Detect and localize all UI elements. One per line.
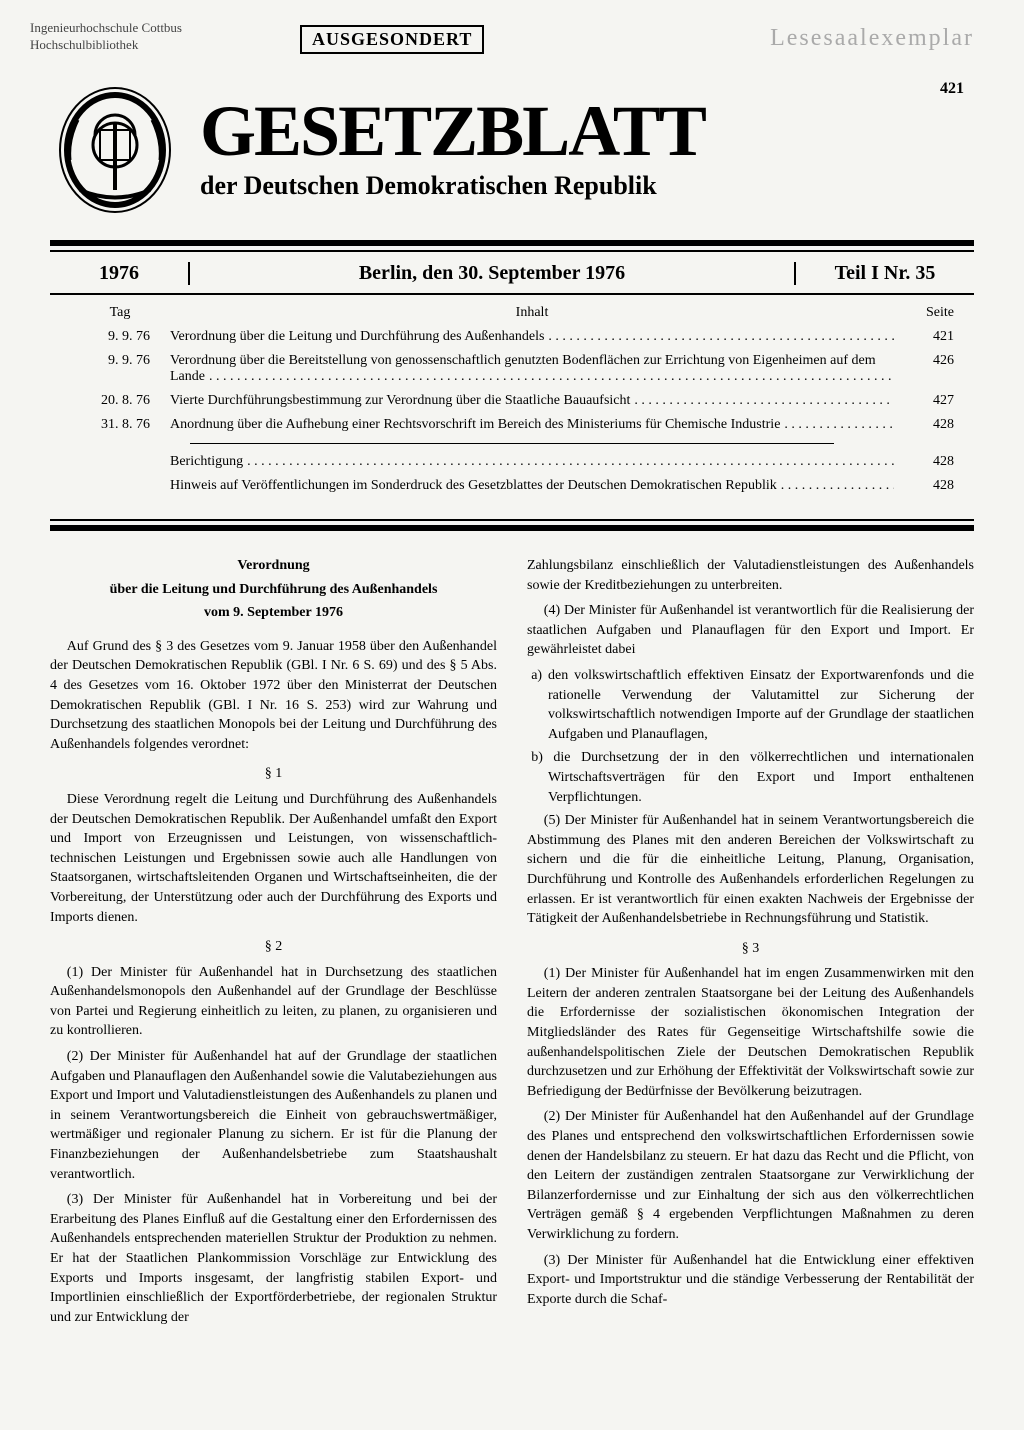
- page-number: 421: [940, 80, 964, 98]
- masthead: GESETZBLATT der Deutschen Demokratischen…: [50, 80, 974, 220]
- toc-row: Berichtigung 428: [70, 454, 954, 470]
- lesesaal-stamp: Lesesaalexemplar: [770, 25, 974, 52]
- header-stamps: Ingenieurhochschule Cottbus Hochschulbib…: [50, 30, 974, 70]
- issue-date: Berlin, den 30. September 1976: [190, 262, 794, 285]
- toc-row: 31. 8. 76 Anordnung über die Aufhebung e…: [70, 417, 954, 433]
- title-block: GESETZBLATT der Deutschen Demokratischen…: [200, 99, 974, 202]
- library-stamp-line1: Ingenieurhochschule Cottbus: [30, 20, 182, 37]
- section-2-p1: (1) Der Minister für Außenhandel hat in …: [50, 963, 497, 1041]
- ddr-emblem-icon: [50, 80, 180, 220]
- section-3-p1: (1) Der Minister für Außenhandel hat im …: [527, 964, 974, 1101]
- toc-header-seite: Seite: [894, 305, 954, 321]
- article-title-line2: über die Leitung und Durchführung des Au…: [50, 580, 497, 600]
- toc-separator: [190, 443, 834, 444]
- section-2-p4-b: b) die Durchsetzung der in den völkerrec…: [548, 748, 974, 807]
- toc-row: 20. 8. 76 Vierte Durchführungsbestimmung…: [70, 393, 954, 409]
- table-of-contents: Tag Inhalt Seite 9. 9. 76 Verordnung übe…: [50, 295, 974, 517]
- toc-page: 421: [894, 329, 954, 345]
- toc-title: Anordnung über die Aufhebung einer Recht…: [170, 417, 894, 433]
- toc-page: 428: [894, 478, 954, 494]
- column-right: Zahlungsbilanz einschließlich der Valuta…: [527, 556, 974, 1333]
- issue-year: 1976: [50, 262, 190, 285]
- article-title-line1: Verordnung: [50, 556, 497, 576]
- toc-date: 20. 8. 76: [70, 393, 170, 409]
- toc-row: 9. 9. 76 Verordnung über die Leitung und…: [70, 329, 954, 345]
- issue-number: Teil I Nr. 35: [794, 262, 974, 285]
- toc-title: Verordnung über die Leitung und Durchfüh…: [170, 329, 894, 345]
- toc-page: 426: [894, 353, 954, 369]
- body-columns: Verordnung über die Leitung und Durchfüh…: [50, 556, 974, 1333]
- subtitle: der Deutschen Demokratischen Republik: [200, 171, 974, 201]
- section-number: § 2: [50, 937, 497, 957]
- toc-page: 428: [894, 417, 954, 433]
- toc-header-row: Tag Inhalt Seite: [70, 305, 954, 321]
- section-2-p2: (2) Der Minister für Außenhandel hat auf…: [50, 1047, 497, 1184]
- rule-top: [50, 240, 974, 252]
- section-3-p3: (3) Der Minister für Außenhandel hat die…: [527, 1251, 974, 1310]
- toc-title: Vierte Durchführungsbestimmung zur Veror…: [170, 393, 894, 409]
- main-title: GESETZBLATT: [200, 99, 974, 164]
- toc-header-inhalt: Inhalt: [170, 305, 894, 321]
- toc-page: 428: [894, 454, 954, 470]
- section-2-p3-cont: Zahlungsbilanz einschließlich der Valuta…: [527, 556, 974, 595]
- ausgesondert-stamp: AUSGESONDERT: [300, 25, 484, 54]
- column-left: Verordnung über die Leitung und Durchfüh…: [50, 556, 497, 1333]
- toc-date: 31. 8. 76: [70, 417, 170, 433]
- section-2-p5: (5) Der Minister für Außenhandel hat in …: [527, 811, 974, 929]
- toc-date: 9. 9. 76: [70, 353, 170, 369]
- section-3-p2: (2) Der Minister für Außenhandel hat den…: [527, 1107, 974, 1244]
- library-stamp: Ingenieurhochschule Cottbus Hochschulbib…: [30, 20, 182, 54]
- section-number: § 1: [50, 764, 497, 784]
- section-number: § 3: [527, 939, 974, 959]
- section-2-p4: (4) Der Minister für Außenhandel ist ver…: [527, 601, 974, 660]
- toc-row: Hinweis auf Veröffentlichungen im Sonder…: [70, 478, 954, 494]
- toc-title: Verordnung über die Bereitstellung von g…: [170, 353, 894, 385]
- toc-date: 9. 9. 76: [70, 329, 170, 345]
- section-2-p4-a: a) den volkswirtschaftlich effektiven Ei…: [548, 666, 974, 744]
- toc-title: Hinweis auf Veröffentlichungen im Sonder…: [170, 478, 894, 494]
- library-stamp-line2: Hochschulbibliothek: [30, 37, 182, 54]
- section-1-text: Diese Verordnung regelt die Leitung und …: [50, 790, 497, 927]
- preamble: Auf Grund des § 3 des Gesetzes vom 9. Ja…: [50, 637, 497, 755]
- toc-row: 9. 9. 76 Verordnung über die Bereitstell…: [70, 353, 954, 385]
- rule-bottom: [50, 519, 974, 531]
- toc-page: 427: [894, 393, 954, 409]
- toc-header-tag: Tag: [70, 305, 170, 321]
- issue-bar: 1976 Berlin, den 30. September 1976 Teil…: [50, 254, 974, 295]
- toc-title: Berichtigung: [170, 454, 894, 470]
- article-date: vom 9. September 1976: [50, 603, 497, 623]
- section-2-p3: (3) Der Minister für Außenhandel hat in …: [50, 1190, 497, 1327]
